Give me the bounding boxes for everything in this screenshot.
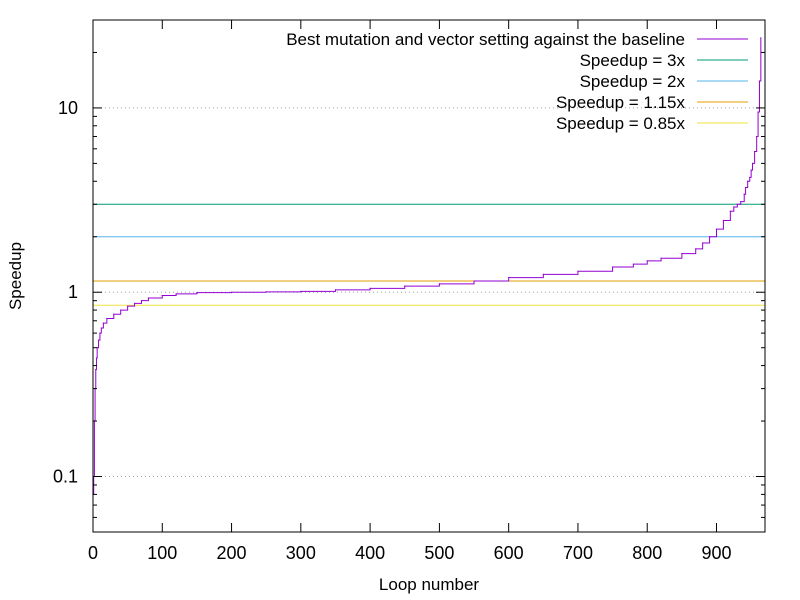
x-axis-title: Loop number: [379, 575, 480, 594]
data-point: [334, 289, 337, 291]
data-point: [743, 193, 745, 195]
data-point: [99, 332, 101, 334]
data-point: [473, 280, 475, 282]
grid-lines: [93, 107, 765, 478]
data-point: [695, 248, 697, 250]
plot-frame: [92, 19, 766, 533]
data-point: [756, 135, 758, 138]
x-tick-label-6: 600: [494, 543, 524, 563]
data-point: [715, 228, 718, 230]
data-point: [745, 186, 747, 189]
data-point: [113, 313, 115, 315]
x-tick-label-4: 400: [355, 543, 385, 563]
data-point: [702, 242, 704, 244]
data-point: [729, 210, 731, 212]
data-point: [369, 287, 371, 289]
data-point: [542, 273, 544, 275]
data-point: [750, 169, 752, 171]
data-point: [758, 80, 761, 82]
x-tick-label-9: 900: [701, 543, 731, 563]
data-point: [681, 253, 683, 255]
data-point: [722, 219, 725, 222]
data-point: [632, 263, 634, 265]
y-tick-label-0: 0.1: [53, 467, 78, 487]
legend-label-2: Speedup = 2x: [580, 72, 686, 91]
y-tick-labels: 0.1 1 10: [53, 98, 78, 487]
data-point: [740, 201, 742, 203]
data-point: [265, 291, 267, 293]
data-point: [760, 37, 762, 39]
data-point: [757, 111, 759, 113]
x-tick-label-7: 700: [563, 543, 593, 563]
y-tick-label-2: 10: [58, 98, 78, 118]
data-point: [127, 305, 129, 307]
legend-label-3: Speedup = 1.15x: [556, 93, 686, 112]
axis-ticks: [92, 19, 765, 533]
data-point: [147, 297, 150, 299]
data-point: [611, 266, 614, 268]
data-point: [102, 322, 104, 324]
data-point: [708, 236, 711, 238]
data-point: [196, 292, 198, 294]
data-point: [100, 327, 102, 329]
y-axis-title: Speedup: [6, 242, 25, 310]
legend-label-0: Best mutation and vector setting against…: [286, 30, 685, 49]
data-point: [97, 339, 100, 341]
data-point: [161, 294, 163, 297]
data-point: [747, 180, 749, 182]
x-tick-label-5: 500: [424, 543, 454, 563]
legend: Best mutation and vector setting against…: [286, 30, 748, 133]
data-point: [175, 293, 177, 295]
data-point: [404, 285, 406, 287]
data-point: [646, 260, 648, 262]
y-tick-label-1: 1: [68, 282, 78, 302]
x-tick-label-0: 0: [88, 543, 98, 563]
data-point: [133, 302, 136, 304]
data-point: [749, 176, 751, 178]
data-point: [120, 309, 122, 311]
data-point: [438, 283, 440, 285]
data-point: [736, 203, 738, 205]
legend-label-4: Speedup = 0.85x: [556, 114, 686, 133]
legend-label-1: Speedup = 3x: [580, 51, 686, 70]
data-point: [300, 290, 302, 293]
data-point: [230, 291, 233, 293]
data-point: [660, 257, 662, 259]
reference-lines: [93, 203, 765, 306]
x-tick-label-3: 300: [286, 543, 316, 563]
x-tick-label-1: 100: [147, 543, 177, 563]
data-point: [95, 357, 98, 359]
data-point: [733, 206, 735, 208]
data-point: [751, 162, 754, 165]
data-point: [577, 270, 579, 272]
data-point: [106, 317, 108, 320]
data-point: [754, 150, 756, 153]
x-tick-label-8: 800: [632, 543, 662, 563]
data-point: [95, 369, 97, 371]
x-tick-label-2: 200: [217, 543, 247, 563]
x-tick-labels: 0 100 200 300 400 500 600 700 800 900: [88, 543, 732, 563]
data-point: [508, 277, 510, 279]
data-point: [140, 300, 143, 302]
